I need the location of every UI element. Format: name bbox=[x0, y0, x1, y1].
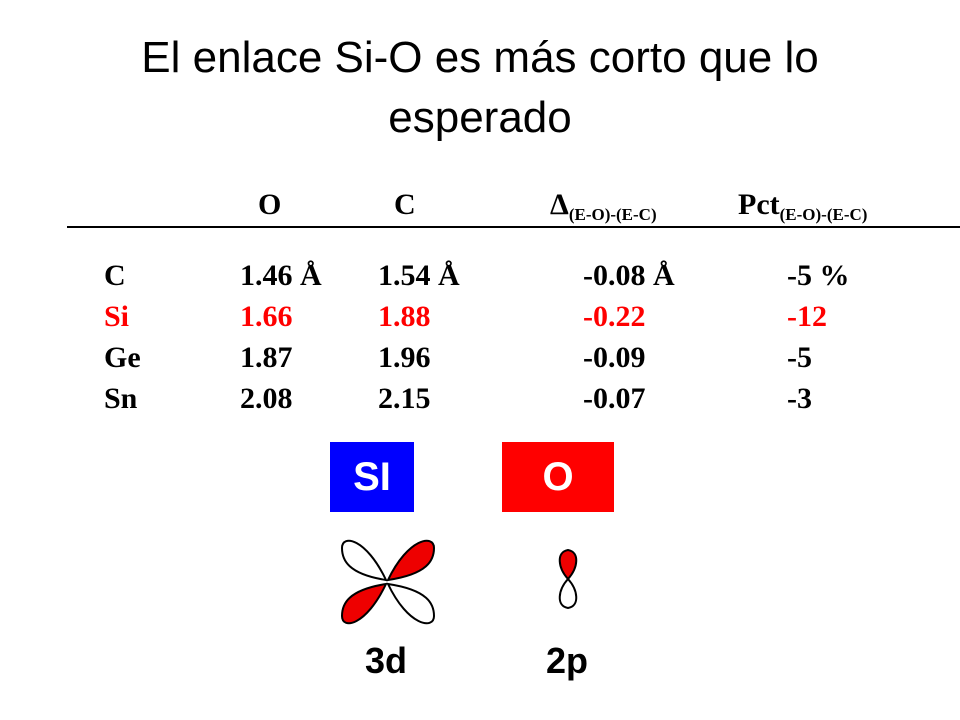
header-pct-text: Pct bbox=[738, 188, 780, 221]
slide-title: El enlace Si-O es más corto que lo esper… bbox=[0, 28, 960, 148]
row-o-length: 1.66 bbox=[240, 300, 293, 333]
row-o-length: 1.46 Å bbox=[240, 259, 322, 292]
header-delta: Δ(E-O)-(E-C) bbox=[550, 188, 657, 225]
header-delta-subscript: (E-O)-(E-C) bbox=[568, 205, 657, 224]
p-orbital-lobe-top bbox=[558, 548, 578, 581]
row-element: Ge bbox=[104, 341, 141, 374]
header-pct-subscript: (E-O)-(E-C) bbox=[779, 205, 868, 224]
title-line-1: El enlace Si-O es más corto que lo bbox=[141, 33, 819, 82]
title-line-2: esperado bbox=[388, 93, 572, 142]
table-header-rule bbox=[67, 226, 960, 228]
row-c-length: 1.54 Å bbox=[378, 259, 460, 292]
row-pct: -5 % bbox=[787, 259, 850, 292]
si-box: SI bbox=[330, 442, 414, 512]
d-orbital-icon bbox=[340, 539, 436, 625]
row-c-length: 1.96 bbox=[378, 341, 431, 374]
orbital-label-3d: 3d bbox=[365, 640, 408, 681]
row-o-length: 2.08 bbox=[240, 382, 293, 415]
d-orbital-lobe-bottom-right bbox=[386, 582, 436, 625]
orbital-label-2p: 2p bbox=[546, 640, 589, 681]
row-element: Si bbox=[104, 300, 130, 333]
row-element: C bbox=[104, 259, 126, 292]
row-delta: -0.08 Å bbox=[583, 259, 675, 292]
o-box: O bbox=[502, 442, 614, 512]
d-orbital-lobe-bottom-left bbox=[340, 582, 388, 625]
p-orbital-lobe-bottom bbox=[558, 577, 578, 610]
header-c: C bbox=[394, 188, 416, 221]
row-pct: -12 bbox=[787, 300, 827, 333]
p-orbital-icon bbox=[558, 548, 578, 610]
row-o-length: 1.87 bbox=[240, 341, 293, 374]
row-c-length: 2.15 bbox=[378, 382, 431, 415]
row-c-length: 1.88 bbox=[378, 300, 431, 333]
row-element: Sn bbox=[104, 382, 138, 415]
row-delta: -0.22 bbox=[583, 300, 646, 333]
row-delta: -0.07 bbox=[583, 382, 646, 415]
header-delta-symbol: Δ bbox=[550, 188, 569, 221]
header-pct: Pct(E-O)-(E-C) bbox=[738, 188, 867, 225]
d-orbital-lobe-top-right bbox=[386, 539, 436, 582]
d-orbital-lobe-top-left bbox=[340, 539, 388, 582]
row-pct: -5 bbox=[787, 341, 812, 374]
row-delta: -0.09 bbox=[583, 341, 646, 374]
header-o: O bbox=[258, 188, 282, 221]
row-pct: -3 bbox=[787, 382, 812, 415]
